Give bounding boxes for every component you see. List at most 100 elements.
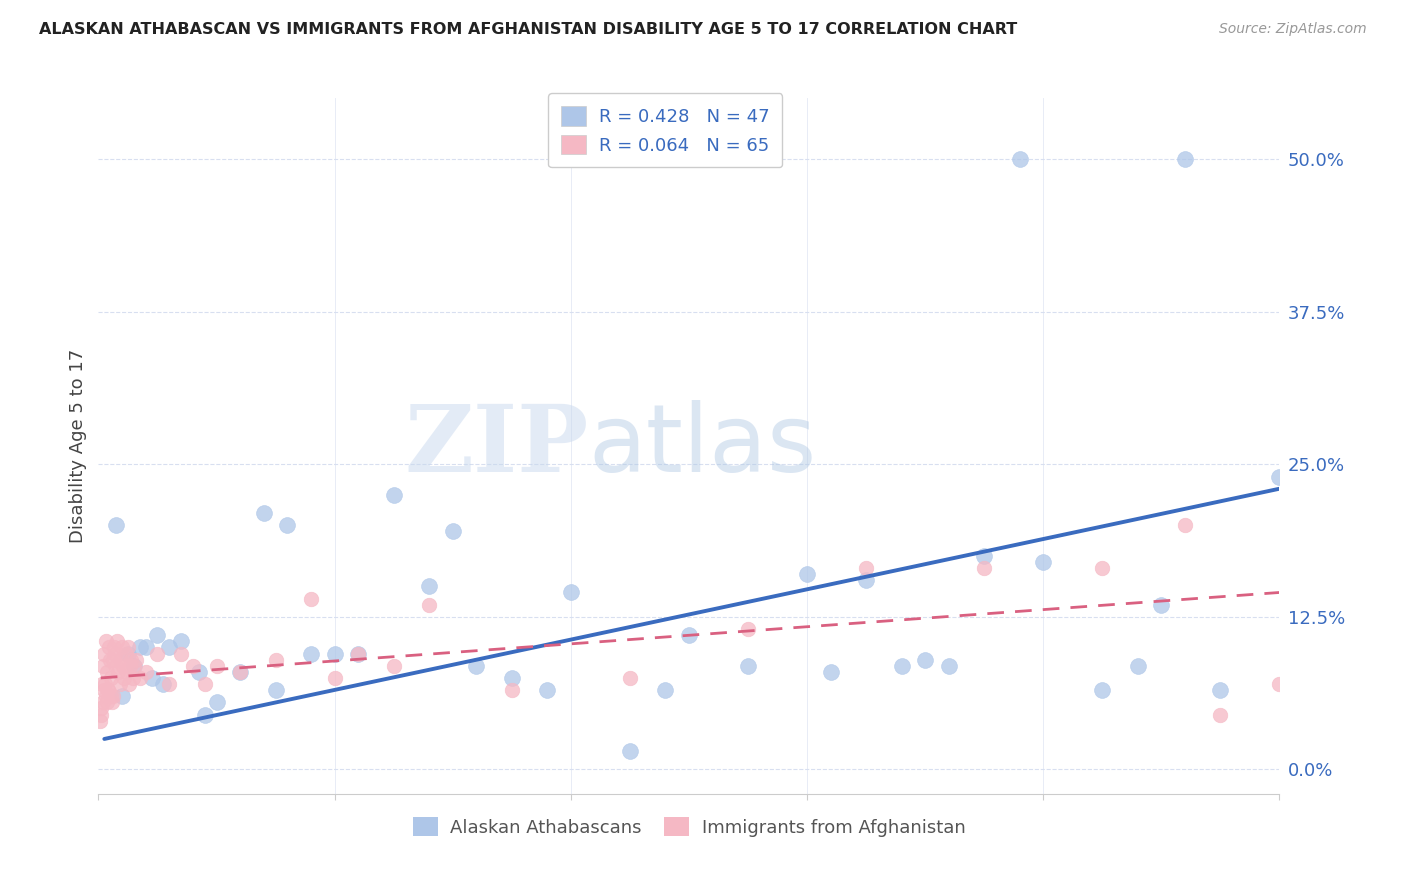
Point (105, 658, 128, 673)
Point (418, 598, 440, 612)
Point (128, 671, 150, 685)
Text: atlas: atlas (589, 400, 817, 492)
Y-axis label: Disability Age 5 to 17: Disability Age 5 to 17 (69, 349, 87, 543)
Point (276, 518, 298, 533)
Point (194, 707, 217, 722)
Point (299, 591, 322, 606)
Point (91, 695, 114, 709)
Point (796, 567, 818, 582)
Point (501, 683, 523, 698)
Point (418, 579, 440, 593)
Point (1209, 707, 1232, 722)
Point (264, 652, 287, 666)
Point (115, 665, 138, 679)
Point (94, 634, 117, 648)
Point (122, 658, 145, 673)
Point (536, 683, 558, 698)
Point (820, 665, 842, 679)
Point (441, 524, 464, 539)
Point (101, 695, 124, 709)
Point (97, 683, 120, 698)
Point (170, 634, 193, 648)
Legend: Alaskan Athabascans, Immigrants from Afghanistan: Alaskan Athabascans, Immigrants from Afg… (402, 805, 976, 847)
Point (1150, 598, 1173, 612)
Point (560, 585, 582, 599)
Point (89, 714, 111, 728)
Point (120, 658, 142, 673)
Point (111, 640, 134, 655)
Point (229, 665, 252, 679)
Point (347, 647, 370, 661)
Point (108, 677, 131, 691)
Text: Source: ZipAtlas.com: Source: ZipAtlas.com (1219, 22, 1367, 37)
Point (181, 658, 204, 673)
Point (100, 671, 122, 685)
Point (141, 671, 163, 685)
Point (157, 640, 180, 655)
Point (101, 652, 124, 666)
Point (187, 665, 209, 679)
Point (157, 677, 180, 691)
Point (135, 665, 157, 679)
Point (98, 652, 121, 666)
Point (111, 690, 134, 704)
Point (205, 658, 228, 673)
Point (323, 671, 346, 685)
Point (1209, 683, 1232, 698)
Point (90, 701, 112, 715)
Point (110, 652, 132, 666)
Point (1268, 469, 1291, 483)
Point (146, 647, 169, 661)
Point (1091, 561, 1114, 575)
Point (855, 574, 877, 588)
Point (654, 683, 676, 698)
Point (91, 658, 114, 673)
Point (170, 647, 193, 661)
Point (347, 647, 370, 661)
Point (121, 652, 143, 666)
Point (1126, 658, 1149, 673)
Point (382, 658, 405, 673)
Point (112, 671, 135, 685)
Point (465, 658, 488, 673)
Point (103, 640, 125, 655)
Point (855, 561, 877, 575)
Text: ALASKAN ATHABASCAN VS IMMIGRANTS FROM AFGHANISTAN DISABILITY AGE 5 TO 17 CORRELA: ALASKAN ATHABASCAN VS IMMIGRANTS FROM AF… (39, 22, 1018, 37)
Point (94, 677, 117, 691)
Point (938, 658, 960, 673)
Point (103, 690, 125, 704)
Point (125, 652, 148, 666)
Point (1091, 683, 1114, 698)
Point (107, 665, 129, 679)
Point (152, 677, 174, 691)
Point (121, 671, 143, 685)
Text: ZIP: ZIP (405, 401, 589, 491)
Point (737, 658, 759, 673)
Point (118, 677, 141, 691)
Point (91, 677, 114, 691)
Point (264, 683, 287, 698)
Point (117, 647, 139, 661)
Point (105, 634, 128, 648)
Point (973, 561, 995, 575)
Point (90, 707, 112, 722)
Point (890, 658, 912, 673)
Point (105, 518, 128, 533)
Point (96, 695, 118, 709)
Point (112, 658, 135, 673)
Point (122, 658, 145, 673)
Point (914, 652, 936, 666)
Point (146, 628, 169, 642)
Point (1008, 152, 1031, 166)
Point (100, 690, 122, 704)
Point (678, 628, 700, 642)
Point (96, 665, 118, 679)
Point (619, 744, 641, 758)
Point (299, 647, 322, 661)
Point (98, 640, 121, 655)
Point (1174, 152, 1197, 166)
Point (619, 671, 641, 685)
Point (737, 622, 759, 636)
Point (94, 690, 117, 704)
Point (114, 647, 136, 661)
